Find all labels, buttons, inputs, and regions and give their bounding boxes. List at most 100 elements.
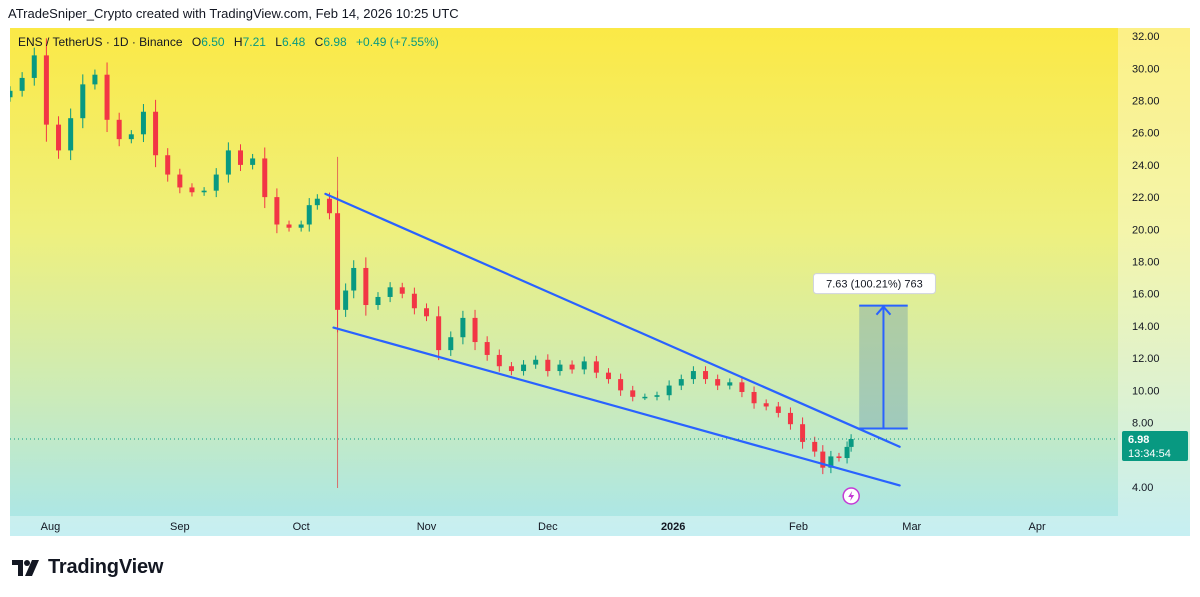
candle-body[interactable]: [715, 379, 721, 386]
countdown-timer: 13:34:54: [1128, 448, 1171, 460]
candle-body[interactable]: [666, 385, 672, 396]
legend-change: +0.49 (+7.55%): [356, 35, 439, 49]
trendline-upper[interactable]: [324, 192, 901, 448]
candle-body[interactable]: [31, 55, 37, 78]
candle-body[interactable]: [484, 342, 490, 355]
legend-symbol[interactable]: ENS / TetherUS · 1D · Binance: [18, 35, 183, 49]
candle-body[interactable]: [343, 290, 349, 310]
candle-body[interactable]: [800, 424, 806, 442]
candle-body[interactable]: [19, 77, 25, 91]
candle-body[interactable]: [128, 134, 134, 140]
price-axis-label: 4.00: [1132, 482, 1153, 494]
candle-body[interactable]: [654, 395, 660, 397]
candle-body[interactable]: [812, 441, 818, 452]
candle-body[interactable]: [739, 382, 745, 392]
candle-body[interactable]: [448, 337, 454, 351]
candle-body[interactable]: [836, 456, 842, 459]
candle-body[interactable]: [68, 118, 74, 151]
price-axis-label: 26.00: [1132, 128, 1160, 140]
chart-background: [10, 28, 1190, 536]
legend-open-label: O: [191, 35, 202, 49]
candle-body[interactable]: [460, 317, 466, 338]
candle-body[interactable]: [153, 111, 159, 156]
candle-body[interactable]: [569, 364, 575, 370]
chart-area[interactable]: 7.63 (100.21%) 763 32.00 30.00 28.00 26.00 2…: [10, 28, 1190, 536]
price-axis-label: 16.00: [1132, 289, 1160, 301]
candle-body[interactable]: [335, 213, 341, 310]
candle-body[interactable]: [165, 155, 171, 175]
candle-body[interactable]: [314, 198, 320, 206]
candle-body[interactable]: [213, 174, 219, 191]
tradingview-logo[interactable]: TradingView: [12, 556, 163, 579]
candle-body[interactable]: [703, 371, 709, 380]
candle-body[interactable]: [557, 364, 563, 372]
legend-close-label: C: [314, 35, 324, 49]
candle-body[interactable]: [775, 406, 781, 413]
current-price-value: 6.98: [1128, 434, 1149, 446]
candle-body[interactable]: [363, 267, 369, 306]
candle-body[interactable]: [201, 190, 207, 193]
candle-body[interactable]: [225, 150, 231, 175]
candle-body[interactable]: [104, 74, 110, 120]
candle-body[interactable]: [727, 382, 733, 386]
candle-body[interactable]: [424, 308, 430, 317]
candle-body[interactable]: [306, 205, 312, 225]
candle-body[interactable]: [593, 361, 599, 373]
candle-body[interactable]: [605, 372, 611, 380]
candle-body[interactable]: [177, 174, 183, 188]
candle-body[interactable]: [787, 412, 793, 425]
current-price-tag[interactable]: [1122, 431, 1188, 462]
lightning-glyph: [848, 491, 855, 501]
candle-body[interactable]: [436, 316, 442, 351]
candle-body[interactable]: [56, 124, 62, 151]
candle-body[interactable]: [387, 287, 393, 297]
candle-body[interactable]: [820, 451, 826, 468]
candle-body[interactable]: [848, 439, 854, 447]
price-chart[interactable]: 7.63 (100.21%) 763 32.00 30.00 28.00 26.00 2…: [10, 28, 1190, 536]
candle-body[interactable]: [286, 224, 292, 228]
candle-body[interactable]: [618, 379, 624, 391]
time-axis-label: Apr: [1029, 521, 1046, 533]
candle-body[interactable]: [274, 197, 280, 225]
candle-body[interactable]: [844, 446, 850, 459]
candle-body[interactable]: [298, 224, 304, 228]
candle-body[interactable]: [533, 359, 539, 365]
candle-body[interactable]: [351, 267, 357, 291]
measure-label-box: [812, 273, 936, 295]
candle-body[interactable]: [250, 158, 256, 165]
candle-body[interactable]: [630, 390, 636, 397]
candle-body[interactable]: [375, 296, 381, 306]
candle-body[interactable]: [140, 111, 146, 135]
price-axis-label: 12.00: [1132, 353, 1160, 365]
candle-body[interactable]: [545, 359, 551, 372]
candle-body[interactable]: [80, 84, 86, 119]
trendline-lower[interactable]: [332, 326, 901, 487]
measure-label: 7.63 (100.21%) 763: [826, 279, 923, 291]
candle-body[interactable]: [508, 366, 514, 372]
candle-body[interactable]: [326, 198, 332, 214]
candle-body[interactable]: [828, 456, 834, 468]
candle-body[interactable]: [642, 396, 648, 399]
candle-body[interactable]: [521, 364, 527, 372]
candle-body[interactable]: [751, 391, 757, 404]
candle-body[interactable]: [472, 317, 478, 343]
candle-body[interactable]: [678, 379, 684, 386]
time-axis-panel[interactable]: [10, 516, 1118, 536]
time-axis-label: Nov: [417, 521, 437, 533]
candle-body[interactable]: [399, 287, 405, 294]
candle-body[interactable]: [690, 371, 696, 380]
candle-body[interactable]: [581, 361, 587, 370]
candle-body[interactable]: [763, 403, 769, 407]
candle-body[interactable]: [189, 187, 195, 193]
candle-body[interactable]: [92, 74, 98, 85]
measure-arrow-head: [875, 305, 892, 316]
candle-body[interactable]: [237, 150, 243, 165]
candle-body[interactable]: [262, 158, 268, 198]
candle-body[interactable]: [116, 119, 122, 140]
candle-body[interactable]: [10, 90, 13, 98]
chart-legend: ENS / TetherUS · 1D · Binance O6.50 H7.2…: [18, 35, 439, 49]
candle-body[interactable]: [496, 354, 502, 367]
legend-high-label: H: [233, 35, 243, 49]
candle-body[interactable]: [411, 293, 417, 309]
candle-body[interactable]: [43, 55, 49, 125]
